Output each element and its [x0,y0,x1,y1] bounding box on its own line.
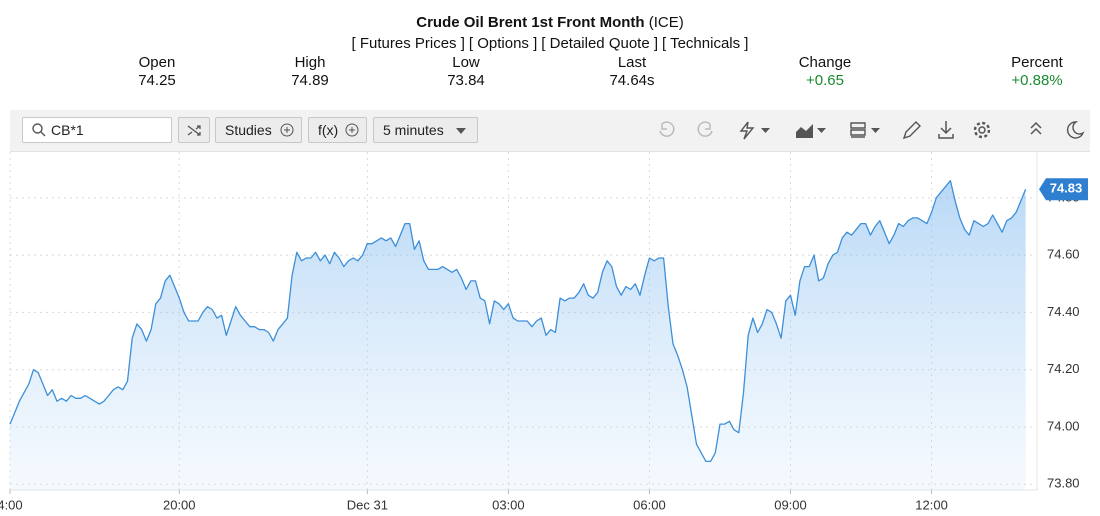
studies-button[interactable]: Studies [215,117,302,143]
settings-icon[interactable] [978,126,986,134]
chart-type-icon[interactable] [796,124,813,138]
link[interactable]: [ Technicals ] [662,35,749,52]
y-tick-label: 74.60 [1047,247,1080,262]
symbol-search[interactable]: CB*1 [22,117,172,143]
toolbar: CB*1 Studies f(x) 5 minutes [10,110,1090,152]
dropdown-caret [871,128,880,133]
x-tick-label: 03:00 [492,497,525,512]
stat: Change +0.65 [765,54,885,90]
quote-links: [ Futures Prices ][ Options ][ Detailed … [0,35,1100,52]
link[interactable]: [ Futures Prices ] [351,35,465,52]
area-fill [10,180,1026,490]
undo-icon[interactable] [659,121,675,137]
stat: Open 74.25 [97,54,217,90]
stat-value: 74.25 [138,72,176,89]
last-price-label: 74.83 [1050,181,1083,196]
events-icon[interactable] [739,121,755,140]
link[interactable]: [ Options ] [468,35,538,52]
interval-text: 5 minutes [383,122,444,138]
x-tick-label: 09:00 [774,497,807,512]
shuffle-icon [187,125,201,136]
fx-button[interactable]: f(x) [308,117,367,143]
stat: High 74.89 [250,54,370,90]
instrument-name: Crude Oil Brent 1st Front Month [416,14,645,31]
redo-icon[interactable] [697,121,713,137]
dropdown-caret [456,128,466,134]
studies-text: Studies [225,122,272,138]
price-line [9,179,1027,463]
plus-icon [345,123,359,137]
stat-label: Open [138,54,176,71]
draw-icon[interactable] [902,121,921,140]
x-tick-label: 06:00 [633,497,666,512]
stat-value: 74.89 [291,72,329,89]
quote-title: Crude Oil Brent 1st Front Month (ICE) [0,14,1100,31]
download-icon[interactable] [938,121,954,139]
x-tick-label: 4:00 [0,497,23,512]
stat: Last 74.64s [572,54,692,90]
symbol-text: CB*1 [51,122,84,138]
y-tick-label: 74.20 [1047,361,1080,376]
y-tick-label: 73.80 [1047,476,1080,491]
stat-label: Last [617,54,647,71]
stat-label: High [294,54,326,71]
last-price-badge [1039,178,1088,201]
stat-value: 73.84 [447,72,485,89]
interval-select[interactable]: 5 minutes [373,117,478,143]
x-tick-label: 20:00 [163,497,196,512]
theme-icon[interactable] [1066,121,1085,139]
compare-button[interactable] [178,117,210,143]
fx-text: f(x) [318,122,339,138]
stat-label: Low [452,54,480,71]
stat-value: +0.65 [806,72,844,89]
dropdown-caret [817,128,826,133]
stat-label: Percent [1011,54,1063,71]
x-tick-label: 12:00 [915,497,948,512]
layout-icon[interactable] [850,122,866,138]
plus-icon [280,123,294,137]
x-tick-label: Dec 31 [347,497,388,512]
stat-label: Change [798,54,852,71]
stat-value: +0.88% [1011,72,1063,89]
stat: Percent +0.88% [977,54,1097,90]
y-tick-label: 74.00 [1047,418,1080,433]
search-icon [32,123,46,137]
link[interactable]: [ Detailed Quote ] [541,35,659,52]
toolbar-icons [659,121,1085,140]
exchange: (ICE) [648,14,684,31]
collapse-icon[interactable] [1030,121,1042,135]
stat-value: 74.64s [609,72,655,89]
dropdown-caret [761,128,770,133]
y-tick-label: 74.40 [1047,304,1080,319]
settings-gear [973,121,991,139]
stat: Low 73.84 [406,54,526,90]
